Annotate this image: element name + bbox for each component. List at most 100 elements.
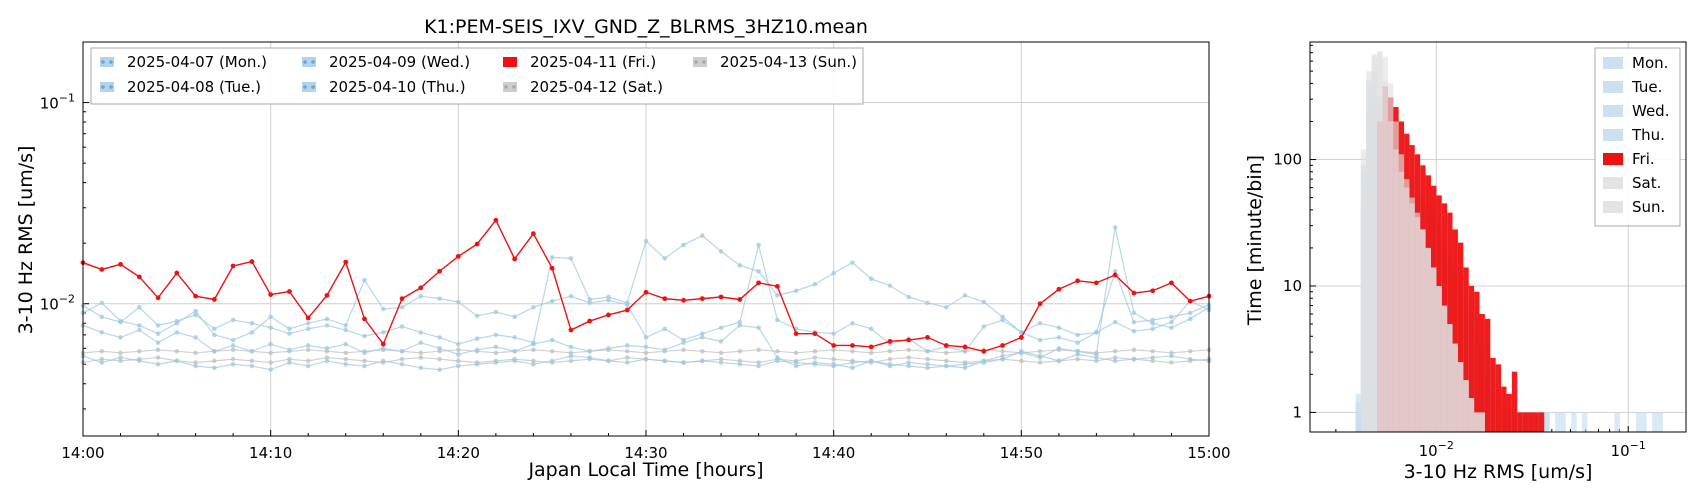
data-point — [606, 312, 611, 318]
hist-bar — [1479, 412, 1485, 432]
data-point — [737, 349, 743, 354]
data-point — [305, 358, 311, 364]
data-point — [812, 331, 818, 337]
data-point — [699, 296, 705, 302]
hist-bar — [1420, 229, 1426, 432]
legend-swatch — [100, 82, 114, 92]
data-point — [775, 317, 780, 323]
data-point — [624, 302, 630, 307]
data-point — [1187, 298, 1193, 304]
data-point — [756, 325, 761, 330]
hist-bar — [1468, 398, 1475, 432]
data-point — [681, 242, 686, 248]
data-point — [624, 349, 630, 354]
data-point — [174, 270, 180, 276]
data-point — [1056, 286, 1062, 292]
data-point — [1131, 319, 1137, 325]
hist-legend-swatch — [1603, 81, 1623, 93]
hist-legend-swatch — [1603, 57, 1623, 69]
hist-bar — [1506, 393, 1512, 432]
data-point — [1187, 356, 1193, 362]
data-point — [887, 363, 893, 369]
hist-bar — [1457, 242, 1464, 432]
data-point — [812, 360, 818, 365]
hist-legend-label: Fri. — [1632, 150, 1655, 168]
data-point — [193, 308, 198, 314]
legend-item: 2025-04-10 (Thu.) — [302, 78, 466, 96]
main-x-tick-label: 14:50 — [1000, 444, 1043, 462]
hist-x-tick-label: 10−2 — [1419, 439, 1454, 460]
data-point — [1037, 360, 1043, 365]
data-point — [887, 338, 893, 344]
data-point — [211, 297, 217, 302]
data-point — [418, 340, 424, 346]
data-point — [99, 349, 105, 354]
data-point — [118, 350, 123, 356]
data-point — [1075, 278, 1081, 284]
data-point — [700, 331, 705, 336]
data-point — [99, 330, 105, 335]
hist-legend-swatch — [1603, 177, 1623, 189]
data-point — [812, 349, 818, 354]
legend-item: 2025-04-07 (Mon.) — [100, 53, 267, 71]
data-point — [343, 361, 349, 367]
data-point — [962, 349, 968, 354]
data-point — [831, 331, 836, 336]
data-point — [868, 358, 874, 364]
data-point — [906, 363, 912, 369]
data-point — [305, 363, 311, 369]
data-point — [305, 343, 311, 348]
data-point — [155, 340, 161, 346]
data-point — [718, 339, 724, 344]
data-point — [906, 347, 912, 353]
data-point — [718, 249, 724, 254]
hist-legend-item: Mon. — [1603, 54, 1668, 72]
hist-legend-label: Tue. — [1631, 78, 1662, 96]
data-point — [587, 297, 592, 302]
data-point — [775, 293, 780, 298]
series-2025-04-11-fri — [80, 217, 1212, 354]
data-point — [531, 361, 536, 367]
data-point — [399, 324, 405, 329]
data-point — [662, 326, 668, 332]
data-point — [287, 331, 292, 336]
hist-x-tick-label: 10−1 — [1611, 439, 1646, 460]
data-point — [775, 355, 780, 360]
legend-swatch — [302, 57, 316, 67]
data-point — [531, 358, 536, 364]
data-point — [850, 343, 855, 348]
data-point — [1094, 355, 1099, 360]
data-point — [793, 350, 799, 356]
data-point — [643, 356, 649, 362]
data-point — [925, 300, 930, 306]
data-point — [662, 256, 668, 261]
data-point — [474, 347, 480, 353]
data-point — [1094, 358, 1099, 364]
data-point — [756, 363, 761, 369]
main-y-tick-label: 10−1 — [40, 92, 75, 113]
legend-label: 2025-04-08 (Tue.) — [127, 78, 261, 96]
hist-legend-item: Sun. — [1603, 198, 1665, 216]
data-point — [756, 360, 761, 365]
data-point — [343, 259, 349, 265]
data-point — [1000, 349, 1005, 354]
data-point — [981, 299, 987, 305]
data-point — [212, 326, 217, 332]
hist-y-tick-label: 1 — [1292, 403, 1302, 421]
data-point — [362, 277, 367, 283]
data-point — [1056, 325, 1062, 330]
data-point — [1112, 349, 1118, 354]
hist-bar — [1452, 229, 1458, 432]
data-point — [850, 320, 855, 326]
data-point — [399, 361, 405, 367]
data-point — [1018, 335, 1024, 340]
hist-bar — [1436, 285, 1442, 432]
data-point — [643, 238, 649, 244]
hist-bar — [1447, 324, 1453, 432]
data-point — [418, 330, 424, 335]
data-point — [324, 316, 330, 322]
hist-bar — [1463, 380, 1469, 432]
data-point — [643, 344, 649, 350]
data-point — [249, 259, 255, 264]
legend-label: 2025-04-10 (Thu.) — [329, 78, 466, 96]
